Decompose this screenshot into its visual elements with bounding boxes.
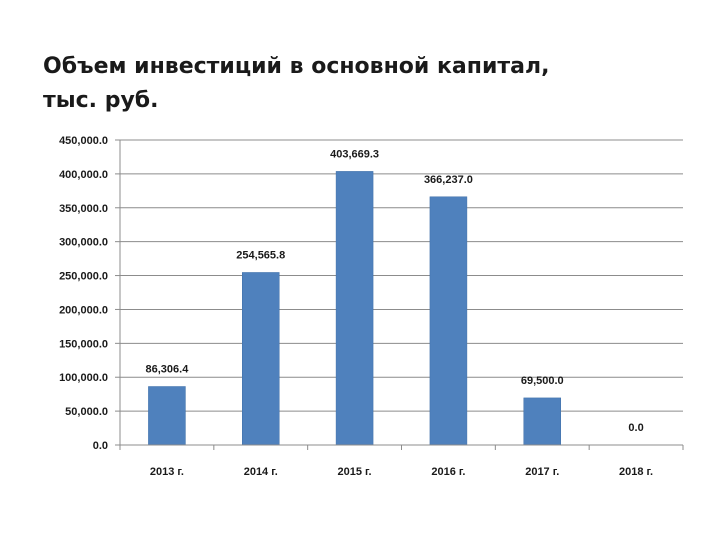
x-tick-label: 2014 г.	[244, 466, 278, 478]
y-tick-label: 50,000.0	[65, 406, 108, 418]
axes	[115, 139, 684, 450]
data-labels: 86,306.4 254,565.8 403,669.3 366,237.0 69,50…	[146, 148, 644, 434]
data-label: 403,669.3	[330, 148, 379, 160]
bars	[148, 171, 561, 446]
y-axis-tick-labels: 0.0 50,000.0 100,000.0 150,000.0 200,000.0 25…	[59, 135, 108, 452]
bar	[523, 397, 561, 446]
bar	[148, 386, 186, 446]
chart-title: Объем инвестиций в основной капитал, тыс…	[43, 50, 683, 118]
x-tick-label: 2013 г.	[150, 466, 184, 478]
gridlines	[120, 139, 683, 412]
data-label: 69,500.0	[521, 375, 564, 387]
y-tick-label: 100,000.0	[59, 372, 108, 384]
x-tick-label: 2016 г.	[431, 466, 465, 478]
x-tick-label: 2015 г.	[338, 466, 372, 478]
chart-title-line-1: Объем инвестиций в основной капитал,	[43, 54, 550, 79]
y-tick-label: 400,000.0	[59, 169, 108, 181]
data-label: 86,306.4	[146, 364, 190, 376]
y-tick-label: 300,000.0	[59, 237, 108, 249]
x-axis-tick-labels: 2013 г. 2014 г. 2015 г. 2016 г. 2017 г. 2018 …	[150, 466, 653, 478]
x-tick-label: 2018 г.	[619, 466, 653, 478]
y-tick-label: 450,000.0	[59, 135, 108, 147]
bar	[335, 171, 374, 446]
bar	[242, 272, 280, 446]
x-tick-label: 2017 г.	[525, 466, 559, 478]
data-label: 366,237.0	[424, 174, 473, 186]
y-tick-label: 200,000.0	[59, 304, 108, 316]
y-tick-label: 250,000.0	[59, 271, 108, 283]
y-tick-label: 350,000.0	[59, 203, 108, 215]
chart-title-line-2: тыс. руб.	[43, 88, 159, 113]
y-tick-label: 150,000.0	[59, 338, 108, 350]
data-label: 254,565.8	[236, 249, 285, 261]
bar	[429, 196, 468, 446]
data-label: 0.0	[628, 422, 643, 434]
y-tick-label: 0.0	[93, 440, 108, 452]
